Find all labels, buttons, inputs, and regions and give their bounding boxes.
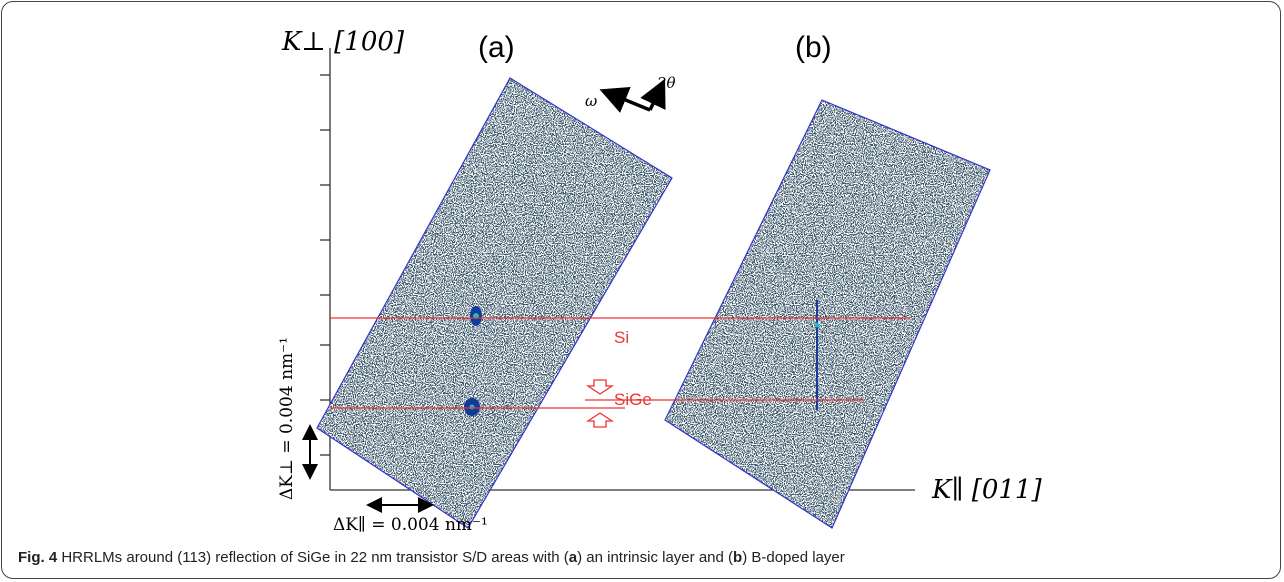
panel-label: (a) bbox=[478, 31, 515, 64]
y-axis-label: K⊥ [100] bbox=[281, 27, 405, 57]
caption-text: ) an intrinsic layer and ( bbox=[577, 549, 734, 566]
panel-label: (b) bbox=[795, 31, 832, 64]
sige-arrows bbox=[585, 379, 615, 428]
map-b bbox=[664, 99, 991, 529]
caption: Fig. 4 HRRLMs around (113) reflection of… bbox=[18, 549, 845, 566]
delta-k-perp: ΔK⊥ = 0.004 nm⁻¹ bbox=[277, 337, 297, 500]
x-axis-label: K∥ [011] bbox=[931, 475, 1042, 505]
omega-label: ω bbox=[585, 92, 597, 110]
map-a bbox=[316, 77, 673, 529]
caption-text: a bbox=[568, 549, 578, 566]
si-label: Si bbox=[614, 328, 629, 347]
caption-text: b bbox=[733, 549, 743, 566]
scan-arrows bbox=[599, 78, 666, 113]
caption-text: ) B-doped layer bbox=[742, 549, 845, 566]
caption-text: HRRLMs around (113) reflection of SiGe i… bbox=[61, 549, 569, 566]
scale-arrows bbox=[302, 424, 434, 513]
caption-label: Fig. 4 bbox=[18, 549, 58, 566]
sige-label: SiGe bbox=[614, 390, 652, 409]
guide-lines bbox=[330, 317, 910, 409]
delta-k-par: ΔK∥ = 0.004 nm⁻¹ bbox=[333, 515, 488, 535]
two-theta-label: 2θ bbox=[656, 74, 676, 92]
